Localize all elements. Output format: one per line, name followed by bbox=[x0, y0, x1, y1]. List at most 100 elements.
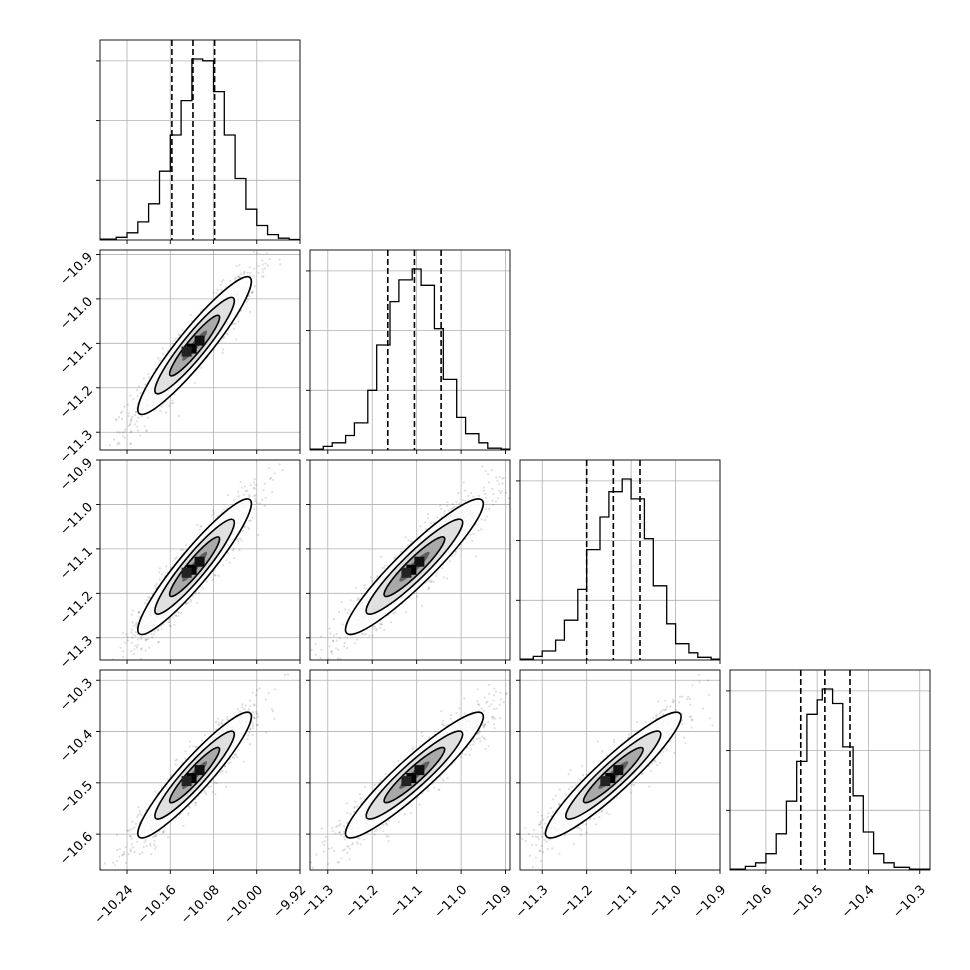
scatter-point bbox=[131, 609, 134, 612]
scatter-point bbox=[281, 452, 283, 454]
scatter-point bbox=[271, 710, 275, 713]
scatter-point bbox=[193, 381, 196, 384]
scatter-point bbox=[493, 687, 496, 690]
scatter-point bbox=[212, 511, 215, 515]
scatter-point bbox=[241, 706, 244, 709]
scatter-point bbox=[221, 352, 224, 355]
scatter-point bbox=[548, 413, 550, 415]
scatter-point bbox=[135, 420, 138, 423]
scatter-point bbox=[376, 575, 379, 578]
scatter-point bbox=[411, 540, 414, 543]
scatter-point bbox=[205, 793, 208, 796]
scatter-point bbox=[229, 758, 232, 761]
scatter-point bbox=[269, 477, 272, 480]
scatter-point bbox=[138, 853, 141, 856]
scatter-point bbox=[338, 637, 341, 640]
scatter-point bbox=[267, 691, 270, 695]
scatter-point bbox=[222, 564, 225, 567]
scatter-point bbox=[119, 646, 122, 649]
scatter-point bbox=[273, 472, 276, 475]
scatter-point bbox=[383, 567, 386, 570]
scatter-point bbox=[446, 777, 449, 780]
scatter-point bbox=[430, 579, 433, 582]
scatter-point bbox=[137, 416, 140, 419]
scatter-point bbox=[251, 733, 254, 737]
scatter-point bbox=[499, 491, 502, 494]
scatter-point bbox=[254, 494, 257, 497]
scatter-point bbox=[132, 633, 135, 636]
scatter-point bbox=[198, 592, 201, 595]
scatter-point bbox=[129, 442, 132, 445]
scatter-point bbox=[485, 496, 488, 499]
scatter-point bbox=[187, 812, 190, 815]
panel-frame bbox=[519, 459, 721, 661]
scatter-point bbox=[311, 671, 313, 673]
scatter-point bbox=[271, 491, 274, 494]
scatter-point bbox=[374, 829, 377, 833]
scatter-point bbox=[140, 415, 143, 418]
scatter-point bbox=[162, 831, 165, 834]
scatter-point bbox=[258, 502, 262, 505]
scatter-point bbox=[510, 484, 512, 486]
scatter-point bbox=[332, 634, 335, 637]
scatter-point bbox=[261, 268, 264, 271]
scatter-point bbox=[136, 395, 139, 398]
scatter-point bbox=[472, 532, 475, 535]
scatter-point bbox=[178, 333, 181, 336]
scatter-point bbox=[139, 434, 142, 437]
scatter-point bbox=[286, 222, 288, 224]
scatter-point bbox=[436, 572, 439, 575]
scatter-point bbox=[253, 495, 256, 498]
scatter-point bbox=[129, 850, 132, 853]
scatter-point bbox=[314, 672, 316, 674]
scatter-point bbox=[189, 314, 192, 317]
scatter-point bbox=[177, 614, 180, 618]
scatter-point bbox=[144, 383, 147, 386]
scatter-point bbox=[162, 623, 165, 626]
scatter-point bbox=[174, 759, 177, 762]
scatter-point bbox=[252, 716, 256, 719]
scatter-point bbox=[221, 719, 224, 722]
scatter-point bbox=[132, 624, 135, 627]
scatter-point bbox=[339, 822, 342, 825]
scatter-point bbox=[148, 596, 151, 600]
scatter-point bbox=[127, 829, 130, 832]
scatter-point bbox=[256, 723, 259, 727]
scatter-point bbox=[360, 632, 364, 635]
scatter-point bbox=[442, 576, 445, 579]
scatter-point bbox=[480, 518, 483, 521]
scatter-point bbox=[498, 483, 501, 486]
scatter-point bbox=[386, 564, 389, 568]
scatter-point bbox=[136, 643, 139, 646]
scatter-point bbox=[144, 839, 147, 842]
scatter-point bbox=[213, 569, 216, 572]
scatter-point bbox=[360, 592, 363, 595]
scatter-point bbox=[498, 476, 501, 479]
scatter-point bbox=[118, 431, 121, 434]
scatter-point bbox=[130, 419, 133, 422]
scatter-point bbox=[134, 634, 137, 637]
scatter-point bbox=[194, 801, 197, 804]
scatter-point bbox=[215, 782, 219, 785]
scatter-point bbox=[130, 843, 133, 846]
scatter-point bbox=[154, 587, 157, 590]
scatter-point bbox=[135, 410, 138, 413]
scatter-point bbox=[190, 598, 193, 602]
scatter-point bbox=[243, 526, 246, 529]
scatter-point bbox=[320, 635, 323, 638]
scatter-point bbox=[154, 584, 157, 588]
scatter-point bbox=[242, 272, 245, 276]
panel-frame bbox=[99, 459, 301, 661]
scatter-point bbox=[424, 521, 427, 524]
scatter-point bbox=[189, 600, 192, 603]
scatter-point bbox=[502, 477, 505, 480]
scatter-point bbox=[380, 623, 384, 626]
scatter-point bbox=[252, 487, 255, 490]
scatter-point bbox=[482, 486, 486, 489]
scatter-point bbox=[273, 717, 276, 721]
scatter-point bbox=[145, 845, 148, 848]
scatter-point bbox=[247, 734, 250, 737]
scatter-point bbox=[246, 526, 249, 529]
scatter-point bbox=[236, 538, 239, 541]
scatter-point bbox=[112, 873, 114, 875]
